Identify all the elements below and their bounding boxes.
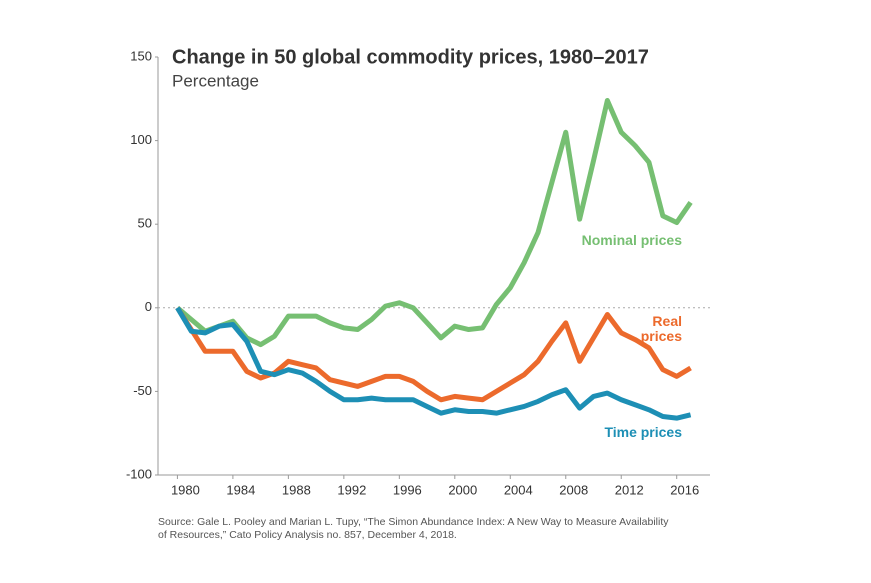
series-line [175,306,692,421]
series-label: Real prices [640,313,682,344]
x-tick-label: 2012 [615,482,644,497]
chart-subtitle: Percentage [172,71,259,90]
y-tick-label: -50 [133,383,152,398]
x-tick-label: 1984 [226,482,255,497]
x-tick-label: 1980 [171,482,200,497]
series-label: Nominal prices [581,232,682,248]
source-note: Source: Gale L. Pooley and Marian L. Tup… [158,516,669,541]
y-tick-label: 0 [145,299,152,314]
y-tick-label: 100 [130,132,152,147]
x-tick-label: 2004 [504,482,533,497]
x-tick-label: 2000 [448,482,477,497]
y-tick-label: 50 [138,216,152,231]
x-tick-label: 1992 [337,482,366,497]
series-line [175,97,693,348]
x-tick-label: 2008 [559,482,588,497]
series-line [175,306,692,403]
x-tick-label: 1996 [393,482,422,497]
x-tick-label: 1988 [282,482,311,497]
x-tick-label: 2016 [670,482,699,497]
y-tick-label: 150 [130,48,152,63]
chart-title: Change in 50 global commodity prices, 19… [172,46,649,68]
y-tick-label: -100 [126,466,152,481]
series-label: Time prices [604,424,682,440]
